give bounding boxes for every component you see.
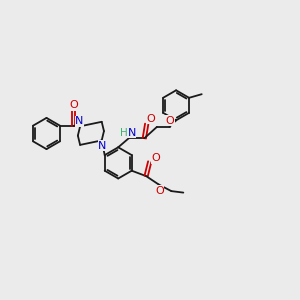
Text: O: O [155,185,164,196]
Text: O: O [151,153,160,163]
Text: N: N [75,116,84,126]
Text: H: H [120,128,128,138]
Text: N: N [128,128,136,138]
Text: N: N [98,141,106,151]
Text: O: O [166,116,175,126]
Text: O: O [147,113,156,124]
Text: O: O [69,100,78,110]
